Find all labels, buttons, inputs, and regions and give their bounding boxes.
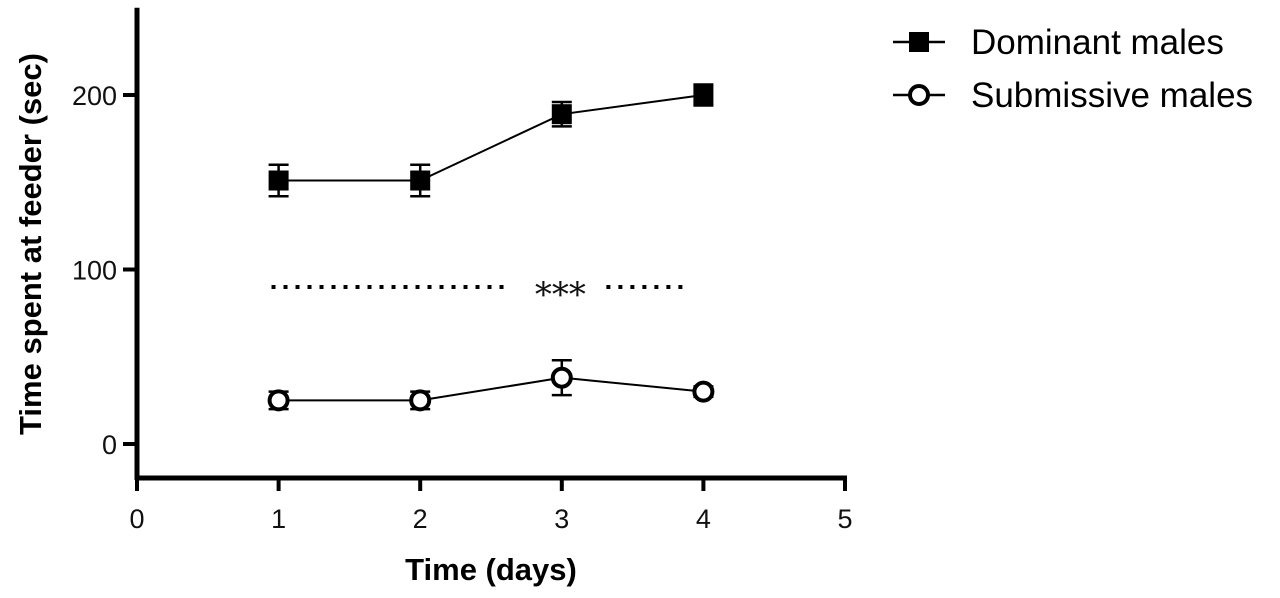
x-tick-label: 5 — [837, 504, 852, 534]
data-point — [551, 104, 572, 125]
y-axis-title: Time spent at feeder (sec) — [13, 53, 48, 435]
series-line — [278, 94, 704, 182]
series-line — [278, 376, 704, 402]
significance-label: *** — [535, 275, 586, 315]
data-point — [550, 366, 573, 389]
data-point — [692, 380, 715, 403]
x-axis-title: Time (days) — [405, 552, 577, 587]
legend-marker — [908, 84, 930, 106]
y-tick-label: 0 — [102, 430, 117, 460]
x-tick-label: 4 — [696, 504, 711, 534]
legend-item: Dominant males — [893, 23, 1224, 62]
legend-marker — [909, 32, 929, 52]
y-tick-label: 200 — [72, 81, 117, 111]
data-point — [267, 389, 290, 412]
data-point — [268, 170, 289, 191]
legend-label: Dominant males — [971, 23, 1224, 62]
legend-label: Submissive males — [971, 76, 1253, 115]
series-dominant-males — [268, 83, 714, 198]
legend-item: Submissive males — [893, 76, 1253, 115]
plot-area: 0 100 200 0 1 2 3 4 5 *** Dominant males Submissive… — [72, 7, 1253, 534]
x-tick-label: 2 — [413, 504, 428, 534]
data-point — [410, 170, 431, 191]
data-point — [409, 389, 432, 412]
series-submissive-males — [267, 358, 715, 412]
x-tick-label: 0 — [129, 504, 144, 534]
legend: Dominant males Submissive males — [893, 23, 1253, 115]
data-point — [693, 85, 714, 105]
x-tick-label: 1 — [271, 504, 286, 534]
x-tick-label: 3 — [554, 504, 569, 534]
y-tick-label: 100 — [72, 256, 117, 286]
